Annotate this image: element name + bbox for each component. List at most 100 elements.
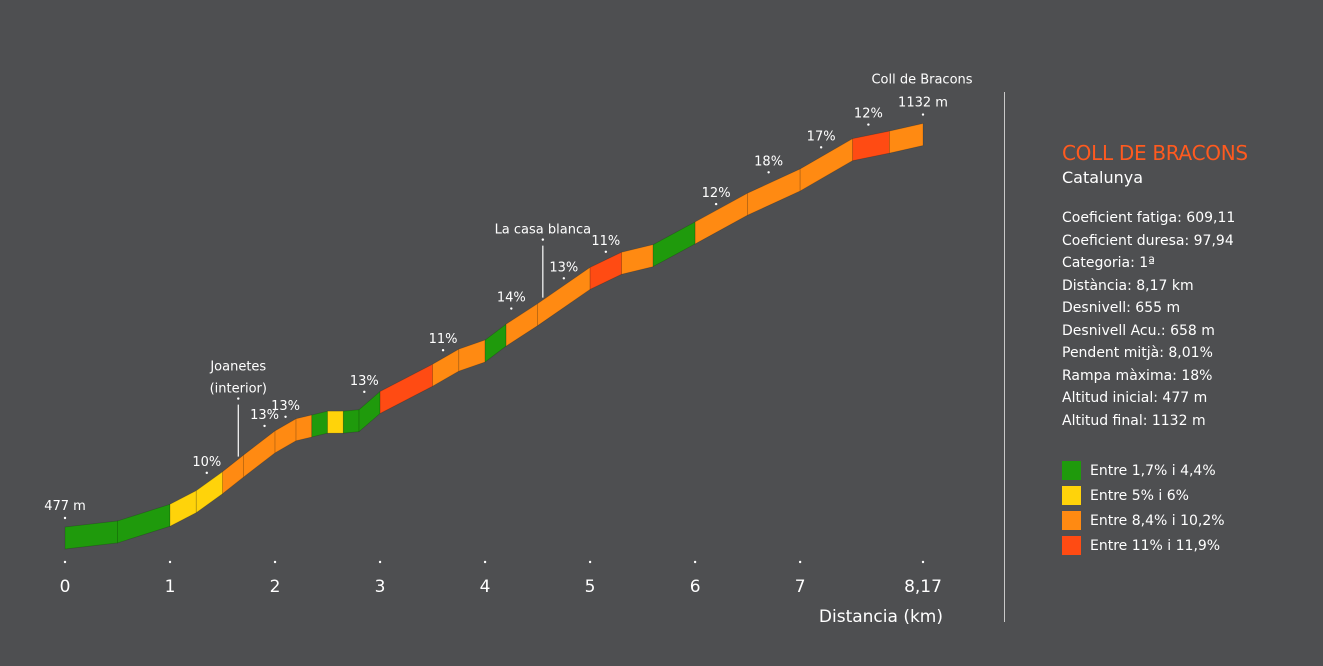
legend-item-green: Entre 1,7% i 4,4% (1062, 458, 1312, 483)
profile-segment (888, 123, 924, 154)
profile-segment (358, 390, 381, 433)
legend-swatch (1062, 536, 1081, 555)
divider-line (1004, 92, 1005, 622)
label-dot (63, 560, 67, 564)
legend-item-yellow: Entre 5% i 6% (1062, 483, 1312, 508)
label-dot (921, 113, 925, 116)
stat-fatigue: Coeficient fatiga: 609,11 (1062, 210, 1236, 226)
x-tick-label: 2 (270, 577, 281, 597)
gradient-label: 13% (549, 260, 578, 275)
label-dot (562, 277, 566, 280)
stat-average-gradient: Pendent mitjà: 8,01% (1062, 345, 1213, 361)
legend-label: Entre 1,7% i 4,4% (1090, 462, 1216, 479)
label-dot (63, 516, 67, 520)
profile-segment (117, 503, 171, 544)
stat-accumulated-gain: Desnivell Acu.: 658 m (1062, 322, 1215, 339)
summit-altitude-label: 1132 m (898, 96, 948, 111)
label-dot (693, 560, 697, 564)
info-panel: COLL DE BRACONS Catalunya Coeficient fat… (1062, 140, 1312, 558)
profile-segment (64, 520, 118, 550)
label-dot (284, 415, 287, 419)
stat-start-altitude: Altitud inicial: 477 m (1062, 390, 1208, 406)
label-dot (604, 250, 608, 253)
profile-segment (222, 454, 244, 495)
stat-end-altitude: Altitud final: 1132 m (1062, 412, 1206, 429)
annotation-label: (interior) (210, 382, 267, 397)
gradient-label: 13% (271, 399, 300, 414)
annotation-label: Joanetes (209, 360, 266, 375)
gradient-label: 13% (250, 408, 279, 423)
gradient-legend: Entre 1,7% i 4,4% Entre 5% i 6% Entre 8,… (1062, 458, 1312, 558)
x-tick-label: 0 (60, 577, 71, 597)
label-dot (798, 560, 802, 564)
profile-segment (747, 168, 801, 216)
profile-segment (432, 348, 460, 387)
start-altitude-label: 477 m (44, 499, 86, 514)
profile-segment (484, 323, 507, 363)
label-dot (541, 238, 545, 241)
profile-segment (589, 251, 622, 290)
gradient-label: 17% (807, 129, 836, 144)
legend-item-red: Entre 11% i 11,9% (1062, 533, 1312, 558)
stat-hardness: Coeficient duresa: 97,94 (1062, 232, 1234, 249)
label-dot (588, 560, 592, 564)
stat-max-gradient: Rampa màxima: 18% (1062, 367, 1213, 384)
stats-list: Coeficient fatiga: 609,11 Coeficient dur… (1062, 207, 1312, 432)
label-dot (237, 397, 240, 400)
label-dot (921, 560, 925, 564)
climb-region: Catalunya (1062, 168, 1144, 187)
label-dot (483, 560, 487, 564)
profile-segment (243, 430, 276, 478)
x-tick-label: 5 (585, 577, 596, 597)
climb-title: COLL DE BRACONS (1062, 141, 1248, 165)
profile-segment (169, 490, 197, 527)
label-dot (867, 123, 870, 126)
profile-segment (274, 418, 297, 454)
profile-segment (379, 363, 433, 415)
label-dot (378, 560, 382, 564)
label-dot (441, 348, 445, 352)
legend-label: Entre 5% i 6% (1090, 487, 1189, 504)
legend-swatch (1062, 461, 1081, 480)
label-dot (363, 390, 366, 394)
profile-segment (652, 221, 696, 268)
label-dot (263, 424, 266, 428)
label-dot (273, 560, 277, 564)
label-dot (510, 307, 513, 310)
gradient-label: 12% (702, 186, 731, 201)
legend-label: Entre 8,4% i 10,2% (1090, 512, 1225, 529)
gradient-label: 11% (591, 234, 620, 249)
profile-segment (295, 414, 313, 442)
profile-segment (621, 244, 654, 275)
label-dot (205, 471, 208, 475)
profile-segment (852, 130, 890, 162)
legend-label: Entre 11% i 11,9% (1090, 537, 1221, 554)
gradient-label: 13% (350, 374, 379, 389)
label-dot (819, 146, 823, 149)
profile-segment (458, 339, 486, 372)
x-tick-label: 1 (165, 577, 176, 597)
gradient-label: 18% (754, 154, 783, 169)
annotation-label: La casa blanca (495, 223, 592, 238)
profile-segment (342, 409, 360, 434)
profile-segment (799, 137, 854, 192)
profile-segment (311, 410, 328, 438)
x-tick-label: 3 (375, 577, 386, 597)
x-tick-label: 6 (690, 577, 701, 597)
elevation-profile-chart: 10%13%13%13%11%14%13%11%12%18%17%12%Joan… (44, 73, 973, 627)
x-tick-label: 7 (795, 577, 806, 597)
profile-segment (327, 410, 344, 434)
profile-segment (195, 470, 223, 514)
legend-item-orange: Entre 8,4% i 10,2% (1062, 508, 1312, 533)
label-dot (714, 202, 718, 206)
gradient-label: 12% (854, 107, 883, 122)
legend-swatch (1062, 511, 1081, 530)
profile-segment (505, 302, 538, 347)
legend-swatch (1062, 486, 1081, 505)
label-dot (767, 171, 770, 174)
profile-segment (537, 266, 591, 327)
x-tick-label: 4 (480, 577, 491, 597)
gradient-label: 10% (192, 455, 221, 470)
x-tick-label: 8,17 (904, 577, 942, 597)
gradient-label: 14% (497, 291, 526, 306)
